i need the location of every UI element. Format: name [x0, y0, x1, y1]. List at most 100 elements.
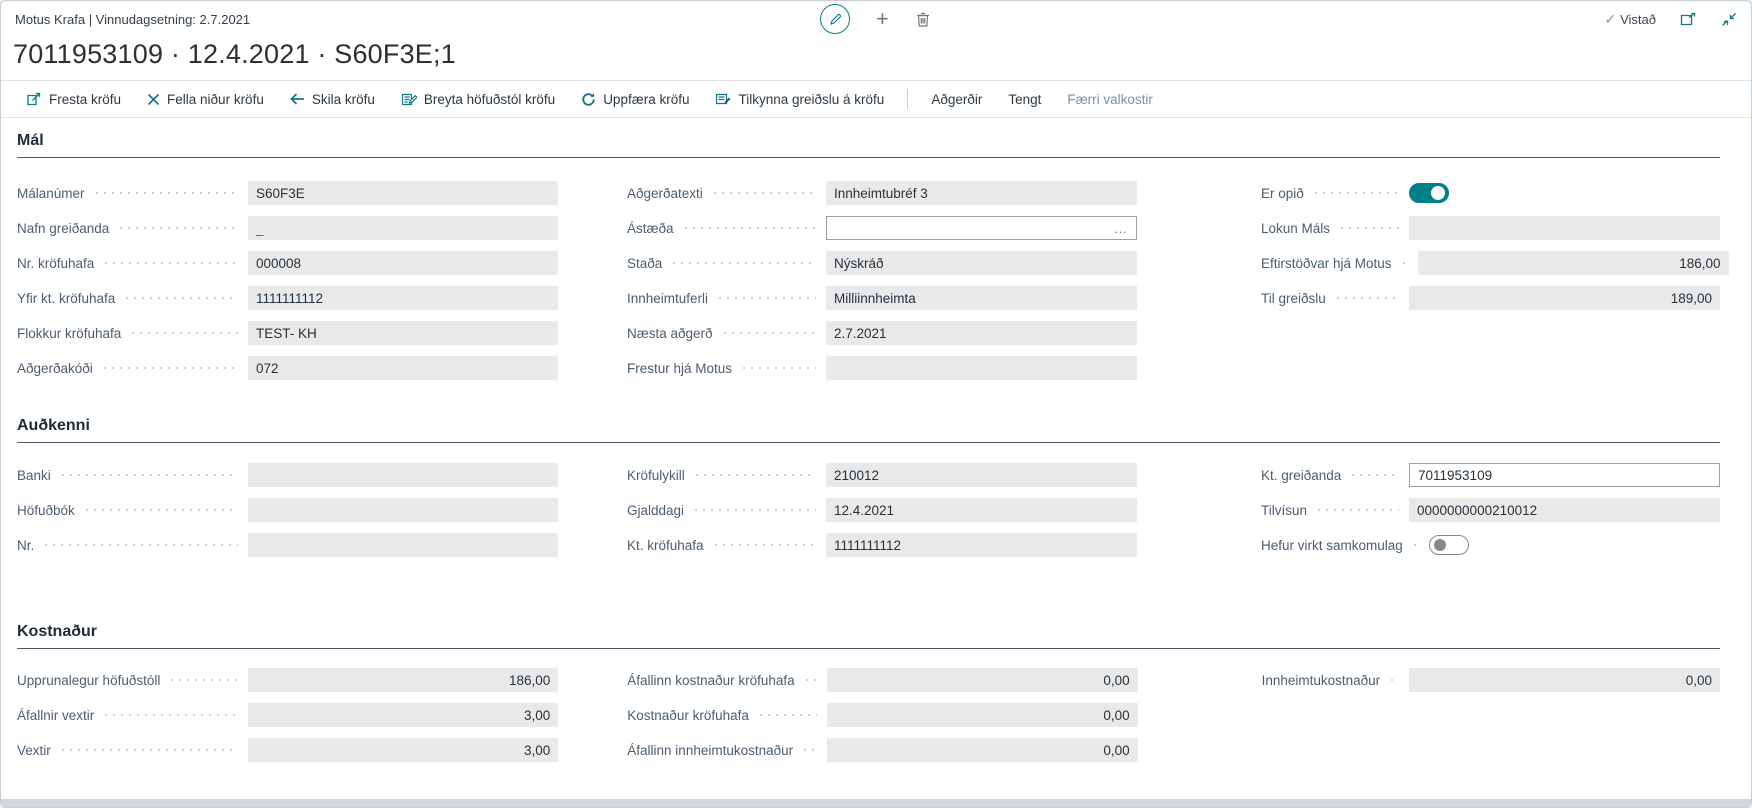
update-claim-button[interactable]: Uppfæra kröfu — [568, 81, 702, 117]
field-value[interactable]: 210012 — [826, 463, 1137, 487]
field-value[interactable]: 0,00 — [826, 668, 1138, 692]
dotted-leader — [740, 367, 816, 369]
related-menu[interactable]: Tengt — [995, 81, 1054, 117]
dotted-leader — [670, 262, 816, 264]
record-actions: + — [820, 1, 931, 37]
field-label: Nr. kröfuhafa — [17, 255, 95, 271]
field-editbox: … — [826, 216, 1137, 240]
field-value[interactable]: 189,00 — [1409, 286, 1720, 310]
dotted-leader — [681, 227, 816, 229]
field-value[interactable]: 1111111112 — [247, 286, 558, 310]
field-label: Yfir kt. kröfuhafa — [17, 290, 116, 306]
field-value[interactable]: 0,00 — [1409, 668, 1720, 692]
field-innheimtukostnadur: Innheimtukostnaður 0,00 — [1262, 668, 1720, 692]
field-malanumer: Málanúmer S60F3E — [17, 181, 558, 205]
field-afallnir-vextir: Áfallnir vextir 3,00 — [17, 703, 559, 727]
field-gjalddagi: Gjalddagi 12.4.2021 — [627, 498, 1137, 522]
field-nr: Nr. — [17, 533, 558, 557]
field-label: Málanúmer — [17, 185, 85, 201]
postpone-claim-button[interactable]: Fresta kröfu — [13, 81, 134, 117]
return-claim-button[interactable]: Skila kröfu — [277, 81, 388, 117]
open-in-new-window-button[interactable] — [1680, 12, 1697, 27]
field-value[interactable]: 12.4.2021 — [826, 498, 1137, 522]
horizontal-scrollbar[interactable] — [1, 799, 1751, 807]
popout-icon — [1680, 12, 1696, 25]
section-audkenni-title: Auðkenni — [17, 417, 1720, 443]
field-nr-krofuhafa: Nr. kröfuhafa 000008 — [17, 251, 558, 275]
field-value[interactable]: 0,00 — [826, 738, 1138, 762]
field-value[interactable]: 2.7.2021 — [826, 321, 1137, 345]
field-adgerdatexti: Aðgerðatexti Innheimtubréf 3 — [627, 181, 1137, 205]
plus-icon: + — [876, 6, 889, 31]
page-title: 7011953109 · 12.4.2021 · S60F3E;1 — [13, 39, 456, 69]
check-icon: ✓ — [1604, 10, 1617, 27]
dotted-leader — [129, 332, 238, 334]
dotted-leader — [1349, 474, 1399, 476]
field-value[interactable] — [247, 463, 558, 487]
dotted-leader — [692, 509, 816, 511]
field-er-opid: Er opið — [1261, 181, 1720, 205]
field-label: Ástæða — [626, 220, 674, 236]
field-value[interactable]: 1111111112 — [826, 533, 1137, 557]
field-value[interactable]: Nýskráð — [826, 251, 1137, 275]
field-label: Innheimtukostnaður — [1261, 672, 1381, 688]
top-bar: Motus Krafa | Vinnudagsetning: 2.7.2021 … — [1, 1, 1751, 37]
field-value[interactable]: 000008 — [247, 251, 558, 275]
save-status: ✓ Vistað — [1604, 11, 1656, 28]
field-label: Aðgerðakóði — [17, 360, 93, 376]
field-value[interactable]: 3,00 — [248, 738, 559, 762]
field-value[interactable]: 3,00 — [248, 703, 559, 727]
field-value[interactable]: 0,00 — [826, 703, 1138, 727]
field-adgerdakodi: Aðgerðakóði 072 — [17, 356, 558, 380]
update-claim-label: Uppfæra kröfu — [603, 91, 690, 107]
er-opid-toggle[interactable] — [1409, 183, 1449, 203]
dotted-leader — [1388, 679, 1399, 681]
kt-greidanda-input[interactable] — [1418, 464, 1711, 486]
notify-payment-button[interactable]: Tilkynna greiðslu á kröfu — [702, 81, 897, 117]
astaeda-input[interactable] — [835, 217, 1108, 239]
toggle-container — [1409, 181, 1720, 205]
field-value[interactable]: 0000000000210012 — [1409, 498, 1720, 522]
field-label: Til greiðslu — [1261, 290, 1326, 306]
field-value[interactable]: TEST- KH — [247, 321, 558, 345]
dotted-leader — [716, 297, 816, 299]
section-kostnadur: Kostnaður Upprunalegur höfuðstóll 186,00… — [17, 623, 1720, 773]
field-value[interactable]: S60F3E — [247, 181, 558, 205]
field-label: Kostnaður kröfuhafa — [627, 707, 749, 723]
dotted-leader — [1333, 297, 1399, 299]
change-principal-button[interactable]: Breyta höfuðstól kröfu — [388, 81, 568, 117]
collapse-icon — [1722, 12, 1736, 26]
field-value[interactable] — [826, 356, 1137, 380]
section-mal-title: Mál — [17, 132, 1720, 158]
field-value[interactable] — [1409, 216, 1720, 240]
field-label: Nafn greiðanda — [17, 220, 110, 236]
actions-menu[interactable]: Aðgerðir — [918, 81, 995, 117]
samkomulag-toggle[interactable] — [1428, 535, 1469, 555]
dotted-leader — [82, 509, 238, 511]
field-value[interactable]: 186,00 — [1417, 251, 1729, 275]
field-value[interactable] — [247, 533, 558, 557]
lookup-ellipsis-icon[interactable]: … — [1114, 220, 1128, 236]
delete-button[interactable] — [915, 11, 931, 28]
dotted-leader — [720, 332, 816, 334]
field-value[interactable]: _ — [247, 216, 558, 240]
collapse-button[interactable] — [1721, 12, 1737, 27]
dotted-leader — [58, 474, 238, 476]
dotted-leader — [168, 679, 239, 681]
add-button[interactable]: + — [876, 8, 889, 30]
edit-button[interactable] — [820, 4, 850, 34]
field-afallinn-innheimtukostnadur: Áfallinn innheimtukostnaður 0,00 — [627, 738, 1138, 762]
page-content: Mál Málanúmer S60F3E Nafn greiðanda _ Nr… — [1, 132, 1751, 773]
field-value[interactable]: 186,00 — [248, 668, 559, 692]
field-label: Tilvísun — [1261, 502, 1308, 518]
field-value[interactable] — [247, 498, 558, 522]
dotted-leader — [711, 544, 816, 546]
field-yfir-kt-krofuhafa: Yfir kt. kröfuhafa 1111111112 — [17, 286, 558, 310]
cancel-x-icon — [147, 93, 160, 105]
fewer-options-button[interactable]: Færri valkostir — [1054, 81, 1166, 117]
cancel-claim-button[interactable]: Fella niður kröfu — [134, 81, 277, 117]
field-value[interactable]: Milliinnheimta — [826, 286, 1137, 310]
field-label: Gjalddagi — [626, 502, 685, 518]
field-value[interactable]: Innheimtubréf 3 — [826, 181, 1137, 205]
field-value[interactable]: 072 — [247, 356, 558, 380]
